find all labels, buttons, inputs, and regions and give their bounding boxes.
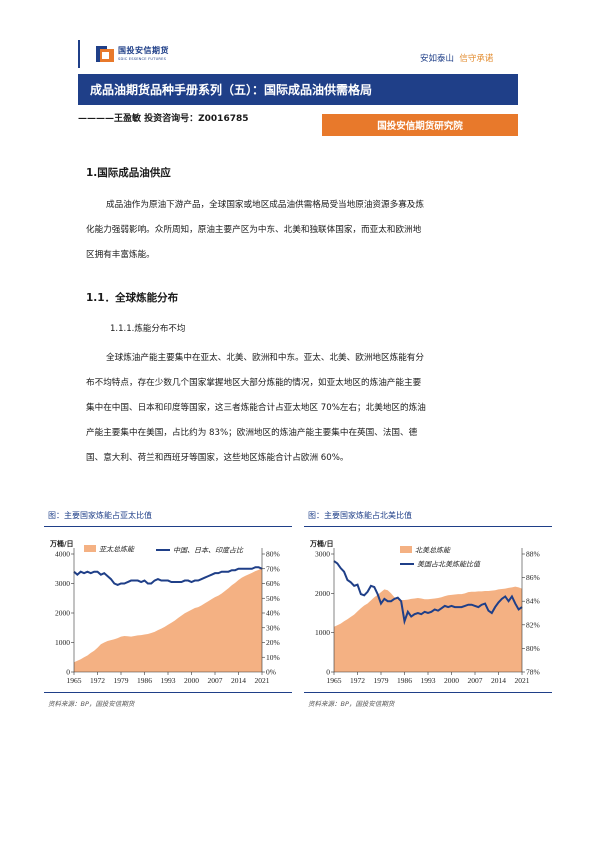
x-tick-label: 2000 — [444, 676, 459, 685]
x-tick-label: 1965 — [67, 676, 82, 685]
x-tick-label: 1993 — [421, 676, 436, 685]
x-tick-label: 1986 — [397, 676, 412, 685]
title-band — [78, 74, 518, 105]
right-tick-label: 10% — [266, 653, 280, 662]
institute-name: 国投安信期货研究院 — [377, 121, 463, 132]
company-name-en: SDIC ESSENCE FUTURES — [118, 57, 167, 61]
left-tick-label: 3000 — [315, 550, 330, 559]
paragraph-line: 布不均特点，存在少数几个国家掌握地区大部分炼能的情况，如亚太地区的炼油产能主要 — [86, 378, 422, 388]
subsubsection-heading: 1.1.1.炼能分布不均 — [110, 324, 186, 334]
figure-source: 资料来源：BP，国投安信期货 — [48, 700, 135, 708]
paragraph-line: 化能力强弱影响。众所周知，原油主要产区为中东、北美和独联体国家，而亚太和欧洲地 — [86, 225, 422, 235]
right-tick-label: 60% — [266, 579, 280, 588]
company-name: 国投安信期货 — [118, 46, 169, 55]
right-tick-label: 82% — [526, 620, 540, 629]
right-tick-label: 78% — [526, 668, 540, 677]
figure-caption: 图：主要国家炼能占北美比值 — [308, 511, 412, 520]
right-tick-label: 86% — [526, 573, 540, 582]
x-tick-label: 2007 — [208, 676, 223, 685]
left-tick-label: 3000 — [55, 579, 70, 588]
right-tick-label: 80% — [266, 550, 280, 559]
x-tick-label: 2000 — [184, 676, 199, 685]
figure-bottom-rule — [44, 692, 292, 693]
right-tick-label: 0% — [266, 668, 276, 677]
left-tick-label: 1000 — [55, 638, 70, 647]
x-tick-label: 2014 — [491, 676, 506, 685]
company-logo-icon — [96, 46, 114, 62]
page-title: 成品油期货品种手册系列（五）：国际成品油供需格局 — [90, 83, 373, 97]
right-tick-label: 50% — [266, 594, 280, 603]
left-tick-label: 0 — [326, 668, 330, 677]
chart-north-america: 0 1000 2000 3000 78% 80% 82% 84% 86% 88% 1965 1972 1… — [309, 539, 540, 685]
figure-top-rule — [44, 526, 292, 527]
subsection-heading: 1.1．全球炼能分布 — [86, 292, 179, 304]
paragraph-line: 产能主要集中在美国，占比约为 83%；欧洲地区的炼油产能主要集中在英国、法国、德 — [86, 428, 418, 438]
x-tick-label: 2007 — [468, 676, 483, 685]
left-tick-label: 4000 — [55, 550, 70, 559]
right-tick-label: 84% — [526, 597, 540, 606]
x-tick-label: 1972 — [90, 676, 105, 685]
paragraph-line: 成品油作为原油下游产品，全球国家或地区成品油供需格局受当地原油资源多寡及炼 — [106, 200, 424, 210]
figure-caption: 图：主要国家炼能占亚太比值 — [48, 511, 152, 520]
slogan-part-a: 安如泰山 — [420, 54, 455, 64]
legend-swatch-area — [400, 546, 412, 553]
author-line: ————王盈敏 投资咨询号：Z0016785 — [78, 114, 249, 124]
x-tick-label: 2014 — [231, 676, 246, 685]
paragraph-line: 集中在中国、日本和印度等国家，这三者炼能合计占亚太地区 70%左右；北美地区的炼… — [86, 403, 426, 413]
figure-bottom-rule — [304, 692, 552, 693]
slogan: 安如泰山 信守承诺 — [420, 52, 493, 64]
right-tick-label: 70% — [266, 564, 280, 573]
paragraph-line: 区拥有丰富炼能。 — [86, 250, 155, 260]
x-tick-label: 1986 — [137, 676, 152, 685]
legend-swatch-area — [84, 545, 96, 552]
area-series — [74, 567, 262, 672]
legend-label-line: 美国占北美炼能比值 — [417, 561, 481, 569]
area-series — [334, 586, 522, 672]
slogan-part-b: 信守承诺 — [459, 54, 494, 64]
institute-band — [322, 114, 518, 136]
x-tick-label: 1965 — [327, 676, 342, 685]
x-tick-label: 1979 — [114, 676, 129, 685]
paragraph-line: 国、意大利、荷兰和西班牙等国家，这些地区炼能合计占欧洲 60%。 — [86, 453, 349, 463]
section-heading: 1.国际成品油供应 — [86, 167, 171, 179]
left-tick-label: 0 — [66, 668, 70, 677]
section-paragraph: 成品油作为原油下游产品，全球国家或地区成品油供需格局受当地原油资源多寡及炼 化能… — [86, 193, 514, 268]
right-tick-label: 88% — [526, 550, 540, 559]
line-series — [73, 566, 263, 587]
right-tick-label: 30% — [266, 623, 280, 632]
legend-label-area: 亚太总炼能 — [99, 546, 135, 554]
legend-label-area: 北美总炼能 — [415, 547, 451, 555]
x-tick-label: 2021 — [515, 676, 530, 685]
legend-label-line: 中国、日本、印度占比 — [173, 547, 244, 555]
line-series — [333, 560, 523, 626]
left-tick-label: 2000 — [315, 589, 330, 598]
left-tick-label: 1000 — [315, 628, 330, 637]
y-unit-label: 万桶/日 — [309, 539, 334, 548]
x-tick-label: 1972 — [350, 676, 365, 685]
figure-source: 资料来源：BP，国投安信期货 — [308, 700, 395, 708]
figure-top-rule — [304, 526, 552, 527]
paragraph-line: 全球炼油产能主要集中在亚太、北美、欧洲和中东。亚太、北美、欧洲地区炼能有分 — [106, 353, 424, 363]
chart-asia-pacific: 0 1000 2000 3000 4000 0% 10% 20% 30% 40% 50% 60% 70%… — [49, 539, 280, 685]
x-tick-label: 1979 — [374, 676, 389, 685]
left-tick-label: 2000 — [55, 609, 70, 618]
right-tick-label: 80% — [526, 644, 540, 653]
subsection-paragraph: 全球炼油产能主要集中在亚太、北美、欧洲和中东。亚太、北美、欧洲地区炼能有分 布不… — [86, 346, 514, 471]
header-accent-bar — [78, 40, 80, 68]
right-tick-label: 40% — [266, 609, 280, 618]
x-tick-label: 1993 — [161, 676, 176, 685]
y-unit-label: 万桶/日 — [49, 539, 74, 548]
x-tick-label: 2021 — [255, 676, 270, 685]
right-tick-label: 20% — [266, 638, 280, 647]
